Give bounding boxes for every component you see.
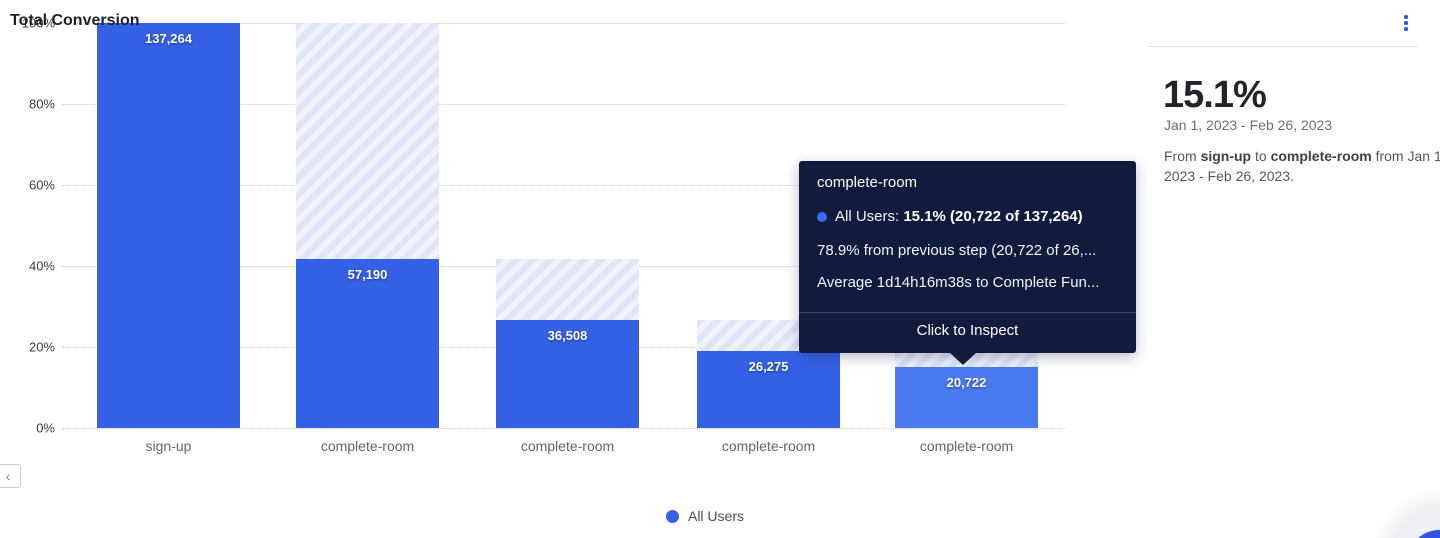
tooltip-caret — [950, 353, 976, 365]
from-event-name: sign-up — [1200, 148, 1252, 164]
funnel-bar[interactable]: 57,190 — [296, 259, 439, 428]
grid-line — [62, 185, 1066, 186]
series-dot-icon — [817, 212, 827, 222]
y-tick-label: 60% — [28, 177, 55, 193]
bar-value-label: 137,264 — [145, 31, 192, 46]
tooltip-divider — [799, 312, 1136, 313]
click-to-inspect-button[interactable]: Click to Inspect — [916, 322, 1019, 339]
bar-value-label: 36,508 — [547, 328, 588, 344]
chart-tooltip: complete-room All Users: 15.1% (20,722 o… — [799, 161, 1136, 365]
x-axis-label: sign-up — [145, 438, 192, 454]
tooltip-series-label: All Users: — [835, 208, 904, 225]
funnel-bar[interactable]: 36,508 — [496, 320, 639, 428]
tooltip-series-value: 15.1% (20,722 of 137,264) — [903, 208, 1083, 225]
chart-legend: All Users — [0, 505, 1410, 527]
x-axis-label: complete-room — [721, 438, 816, 454]
chevron-left-icon: ‹ — [5, 468, 11, 484]
funnel-bar-hatch — [296, 23, 439, 260]
kebab-menu-icon[interactable] — [1396, 10, 1416, 36]
legend-dot-icon — [665, 509, 679, 523]
grid-line — [62, 104, 1066, 105]
funnel-bar[interactable]: 20,722 — [895, 366, 1038, 428]
tooltip-average-time: Average 1d14h16m38s to Complete Fun... — [817, 274, 1100, 291]
grid-line — [62, 23, 1066, 24]
y-tick-label: 100% — [21, 15, 55, 31]
x-axis-label: complete-room — [320, 438, 415, 454]
to-event-name: complete-room — [1270, 148, 1372, 164]
collapse-panel-button[interactable]: ‹ — [0, 464, 21, 488]
total-conversion-value: 15.1% — [1163, 74, 1267, 116]
bar-value-label: 26,275 — [748, 358, 789, 374]
tooltip-series-row: All Users: 15.1% (20,722 of 137,264) — [817, 208, 1083, 225]
floating-action-button[interactable] — [1408, 530, 1440, 538]
y-tick-label: 20% — [28, 339, 55, 355]
x-axis-label: complete-room — [520, 438, 615, 454]
panel-header-divider — [1148, 46, 1418, 47]
tooltip-title: complete-room — [817, 174, 918, 191]
date-range-label: Jan 1, 2023 - Feb 26, 2023 — [1164, 117, 1333, 133]
panel-title: Total Conversion — [10, 12, 140, 29]
y-tick-label: 80% — [28, 96, 55, 112]
bar-value-label: 20,722 — [946, 374, 987, 390]
funnel-bar[interactable]: 26,275 — [697, 350, 840, 428]
y-tick-label: 40% — [28, 258, 55, 274]
grid-line — [62, 428, 1066, 429]
bar-value-label: 57,190 — [347, 267, 388, 283]
y-tick-label: 0% — [36, 420, 55, 436]
conversion-description: From sign-up to complete-room from Jan 1… — [1164, 148, 1440, 184]
tooltip-previous-step: 78.9% from previous step (20,722 of 26,.… — [817, 242, 1097, 259]
funnel-chart: 100% 80% 60% 40% 20% 0% 137,264 sign-up 57,190 co… — [21, 15, 1066, 454]
funnel-bar-hatch — [496, 259, 639, 321]
x-axis-label: complete-room — [919, 438, 1014, 454]
funnel-bar[interactable]: 137,264 — [97, 23, 240, 428]
legend-item-all-users[interactable]: All Users — [687, 508, 744, 524]
